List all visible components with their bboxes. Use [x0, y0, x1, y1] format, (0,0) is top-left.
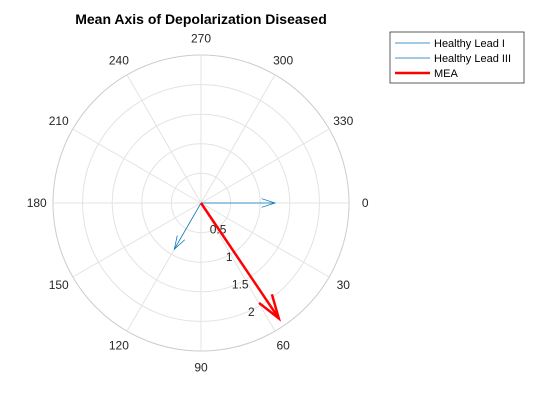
theta-tick-label: 240: [109, 54, 129, 68]
theta-grid-line: [72, 128, 202, 204]
theta-tick-label: 300: [273, 54, 293, 68]
legend-label: MEA: [434, 68, 459, 80]
legend: Healthy Lead I Healthy Lead III MEA: [389, 31, 525, 84]
arrow-head: [258, 293, 282, 322]
legend-item: Healthy Lead I: [395, 38, 505, 50]
series-healthy-lead-iii-arrow: [173, 202, 202, 251]
theta-tick-label: 270: [191, 32, 211, 46]
polar-grid: [52, 54, 350, 352]
legend-box: [389, 31, 525, 84]
theta-tick-label: 90: [194, 360, 208, 374]
theta-grid-line: [200, 202, 276, 332]
radius-tick-label: 1: [226, 250, 233, 264]
legend-item: MEA: [395, 68, 459, 80]
legend-item: Healthy Lead III: [395, 53, 511, 65]
series-healthy-lead-i-arrow: [201, 198, 277, 208]
theta-tick-label: 330: [333, 114, 353, 128]
radius-tick-label: 2: [248, 305, 255, 319]
chart-title: Mean Axis of Depolarization Diseased: [75, 11, 327, 27]
legend-label: Healthy Lead I: [434, 38, 505, 50]
theta-grid-line: [200, 202, 330, 278]
theta-tick-label: 120: [109, 338, 129, 352]
radius-tick-label: 1.5: [232, 277, 249, 291]
theta-tick-label: 210: [49, 114, 69, 128]
theta-tick-label: 30: [337, 278, 351, 292]
theta-tick-label: 60: [276, 338, 290, 352]
theta-tick-labels: 0 30 60 90 120 150 180 210 240 270 300 330: [27, 32, 369, 375]
theta-tick-label: 0: [362, 196, 369, 210]
arrow-head: [173, 235, 186, 251]
theta-grid-line: [126, 74, 202, 204]
series-layer: [173, 198, 282, 322]
arrow-head: [261, 198, 277, 208]
radius-tick-labels: 0.511.52: [210, 222, 255, 318]
series-mea-arrow: [199, 202, 282, 322]
theta-grid-line: [200, 128, 330, 204]
theta-tick-label: 180: [27, 196, 47, 210]
arrow-shaft: [174, 202, 202, 250]
theta-grid-line: [72, 202, 202, 278]
arrow-shaft: [199, 202, 280, 320]
theta-tick-label: 150: [49, 278, 69, 292]
theta-grid-line: [200, 74, 276, 204]
legend-label: Healthy Lead III: [434, 53, 511, 65]
